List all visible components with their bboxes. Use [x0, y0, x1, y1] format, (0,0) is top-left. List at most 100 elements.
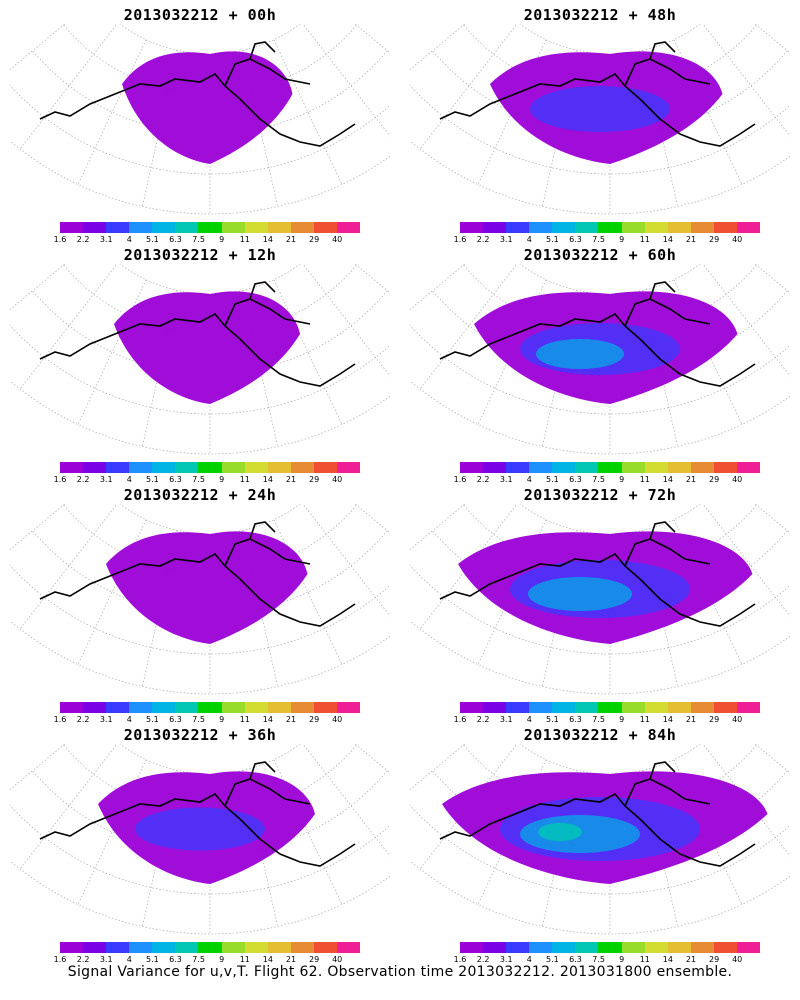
- color-swatch: [598, 462, 622, 473]
- color-swatch: [552, 702, 576, 713]
- color-scale-bar: [460, 702, 761, 713]
- color-swatch: [736, 942, 761, 953]
- panel-title: 2013032212 + 72h: [523, 486, 677, 504]
- panel-title: 2013032212 + 24h: [123, 486, 277, 504]
- color-swatch: [575, 462, 599, 473]
- longitude-line: [10, 264, 66, 310]
- variance-field: [122, 51, 293, 164]
- polar-map: [410, 504, 790, 695]
- tick-label: 40: [332, 955, 343, 964]
- map-panel: 2013032212 + 00h 1.6 2.2 3.1 4 5.1 6.3 7.5 9 11 14…: [0, 0, 400, 244]
- map-panel: 2013032212 + 12h 1.6 2.2 3.1 4 5.1 6.3 7.5 9 11 14…: [0, 240, 400, 484]
- color-swatch: [598, 222, 622, 233]
- panel-title: 2013032212 + 36h: [123, 726, 277, 744]
- color-swatch: [152, 702, 176, 713]
- longitude-line: [642, 50, 678, 207]
- color-scale-bar: [60, 222, 361, 233]
- color-scale-ticks: 1.6 2.2 3.1 4 5.1 6.3 7.5 9 11 14 21 29 40: [54, 715, 360, 725]
- color-swatch: [175, 222, 199, 233]
- tick-label: 9: [619, 715, 625, 724]
- tick-label: 9: [619, 235, 625, 244]
- color-swatch: [736, 222, 761, 233]
- tick-label: 6.3: [169, 475, 182, 484]
- color-swatch: [313, 942, 337, 953]
- tick-label: 2.2: [476, 715, 490, 724]
- polar-map: [10, 744, 390, 935]
- tick-label: 5.1: [146, 955, 159, 964]
- longitude-line: [673, 279, 743, 425]
- color-swatch: [529, 702, 553, 713]
- tick-label: 11: [239, 475, 250, 484]
- color-swatch: [644, 702, 668, 713]
- variance-field: [135, 807, 265, 851]
- map-panel: 2013032212 + 36h 1.6 2.2 3.1 4 5.1 6.3 7.5 9 11 14…: [0, 720, 400, 964]
- tick-label: 14: [662, 715, 673, 724]
- longitude-line: [702, 744, 790, 857]
- latitude-line: [410, 324, 790, 415]
- color-swatch: [152, 942, 176, 953]
- color-swatch: [83, 462, 107, 473]
- variance-field: [536, 339, 624, 369]
- latitude-line: [10, 380, 390, 455]
- tick-label: 21: [285, 955, 297, 964]
- color-scale-bar: [460, 942, 761, 953]
- color-scale-ticks: 1.6 2.2 3.1 4 5.1 6.3 7.5 9 11 14 21 29 40: [54, 475, 360, 485]
- color-swatch: [336, 702, 361, 713]
- tick-label: 29: [309, 235, 320, 244]
- longitude-line: [302, 264, 390, 377]
- panel-title: 2013032212 + 12h: [123, 246, 277, 264]
- latitude-line: [119, 24, 301, 55]
- tick-label: 7.5: [592, 715, 605, 724]
- color-swatch: [313, 702, 337, 713]
- color-swatch: [552, 222, 576, 233]
- longitude-line: [242, 770, 278, 927]
- tick-label: 3.1: [499, 955, 513, 964]
- color-swatch: [552, 462, 576, 473]
- longitude-line: [477, 519, 547, 665]
- tick-label: 40: [732, 715, 743, 724]
- tick-label: 11: [639, 235, 650, 244]
- polar-map: [10, 504, 390, 695]
- tick-label: 11: [239, 715, 250, 724]
- color-swatch: [244, 942, 268, 953]
- tick-label: 5.1: [546, 475, 559, 484]
- tick-label: 29: [709, 955, 720, 964]
- color-swatch: [129, 222, 153, 233]
- tick-label: 21: [685, 475, 697, 484]
- tick-label: 9: [619, 955, 625, 964]
- tick-label: 14: [262, 235, 273, 244]
- color-swatch: [690, 222, 714, 233]
- color-swatch: [667, 222, 691, 233]
- tick-label: 4: [526, 475, 532, 484]
- color-scale-ticks: 1.6 2.2 3.1 4 5.1 6.3 7.5 9 11 14 21 29 40: [454, 475, 760, 485]
- longitude-line: [419, 744, 518, 870]
- tick-label: 7.5: [192, 955, 205, 964]
- longitude-line: [273, 39, 343, 185]
- map-panel: 2013032212 + 48h 1.6 2.2 3.1 4 5.1 6.3 7.5 9 11 14…: [400, 0, 800, 244]
- longitude-line: [419, 504, 518, 630]
- longitude-line: [354, 24, 390, 54]
- latitude-line: [10, 620, 390, 695]
- coastline: [439, 521, 756, 627]
- color-scale-bar: [60, 702, 361, 713]
- tick-label: 2.2: [476, 475, 490, 484]
- longitude-line: [642, 290, 678, 447]
- tick-label: 29: [709, 715, 720, 724]
- tick-label: 21: [685, 715, 697, 724]
- longitude-line: [477, 759, 547, 905]
- color-swatch: [621, 702, 645, 713]
- tick-label: 14: [662, 955, 673, 964]
- longitude-line: [542, 290, 578, 447]
- latitude-line: [519, 264, 701, 295]
- tick-label: 9: [619, 475, 625, 484]
- tick-label: 4: [526, 955, 532, 964]
- color-swatch: [506, 942, 530, 953]
- color-swatch: [713, 222, 737, 233]
- color-swatch: [336, 222, 361, 233]
- color-swatch: [529, 942, 553, 953]
- map-panel: 2013032212 + 84h 1.6 2.2 3.1 4 5.1 6.3 7.5 9 11 14…: [400, 720, 800, 964]
- longitude-line: [477, 279, 547, 425]
- tick-label: 21: [285, 715, 297, 724]
- longitude-line: [273, 759, 343, 905]
- panel-title: 2013032212 + 84h: [523, 726, 677, 744]
